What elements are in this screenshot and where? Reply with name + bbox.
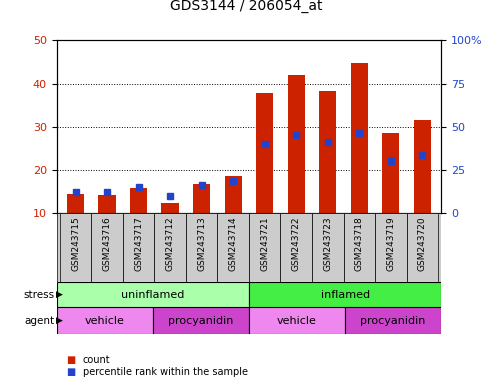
- Text: GSM243713: GSM243713: [197, 217, 206, 271]
- Bar: [287, 75, 305, 213]
- Bar: [123, 213, 154, 282]
- Bar: [91, 213, 123, 282]
- Text: ▶: ▶: [56, 316, 63, 325]
- Text: GSM243714: GSM243714: [229, 217, 238, 271]
- Bar: [57, 282, 249, 307]
- Text: percentile rank within the sample: percentile rank within the sample: [83, 367, 248, 377]
- Bar: [154, 213, 186, 282]
- Bar: [249, 307, 345, 334]
- Bar: [345, 307, 441, 334]
- Text: GSM243715: GSM243715: [71, 217, 80, 271]
- Text: ■: ■: [67, 355, 76, 365]
- Bar: [256, 93, 274, 213]
- Text: GSM243721: GSM243721: [260, 217, 269, 271]
- Text: GSM243722: GSM243722: [292, 217, 301, 271]
- Text: procyanidin: procyanidin: [168, 316, 234, 326]
- Bar: [375, 213, 407, 282]
- Bar: [99, 195, 116, 213]
- Text: GSM243720: GSM243720: [418, 217, 427, 271]
- Text: ▶: ▶: [56, 290, 63, 299]
- Bar: [351, 63, 368, 213]
- Bar: [67, 194, 84, 213]
- Bar: [344, 213, 375, 282]
- Text: vehicle: vehicle: [85, 316, 125, 326]
- Bar: [186, 213, 217, 282]
- Bar: [414, 120, 431, 213]
- Bar: [153, 307, 249, 334]
- Text: procyanidin: procyanidin: [360, 316, 426, 326]
- Text: uninflamed: uninflamed: [121, 290, 184, 300]
- Text: agent: agent: [24, 316, 54, 326]
- Text: stress: stress: [23, 290, 54, 300]
- Bar: [382, 133, 399, 213]
- Text: inflamed: inflamed: [320, 290, 370, 300]
- Text: GSM243712: GSM243712: [166, 217, 175, 271]
- Text: GSM243716: GSM243716: [103, 217, 111, 271]
- Bar: [249, 282, 441, 307]
- Text: GSM243719: GSM243719: [387, 217, 395, 271]
- Bar: [312, 213, 344, 282]
- Bar: [193, 184, 211, 213]
- Bar: [162, 203, 179, 213]
- Bar: [57, 213, 441, 282]
- Bar: [130, 188, 147, 213]
- Text: ■: ■: [67, 367, 76, 377]
- Text: GSM243718: GSM243718: [355, 217, 364, 271]
- Bar: [60, 213, 91, 282]
- Bar: [407, 213, 438, 282]
- Bar: [249, 213, 281, 282]
- Text: vehicle: vehicle: [277, 316, 317, 326]
- Text: GSM243717: GSM243717: [134, 217, 143, 271]
- Bar: [57, 307, 153, 334]
- Bar: [319, 91, 336, 213]
- Bar: [281, 213, 312, 282]
- Bar: [224, 176, 242, 213]
- Text: GSM243723: GSM243723: [323, 217, 332, 271]
- Bar: [217, 213, 249, 282]
- Text: count: count: [83, 355, 110, 365]
- Text: GDS3144 / 206054_at: GDS3144 / 206054_at: [170, 0, 323, 13]
